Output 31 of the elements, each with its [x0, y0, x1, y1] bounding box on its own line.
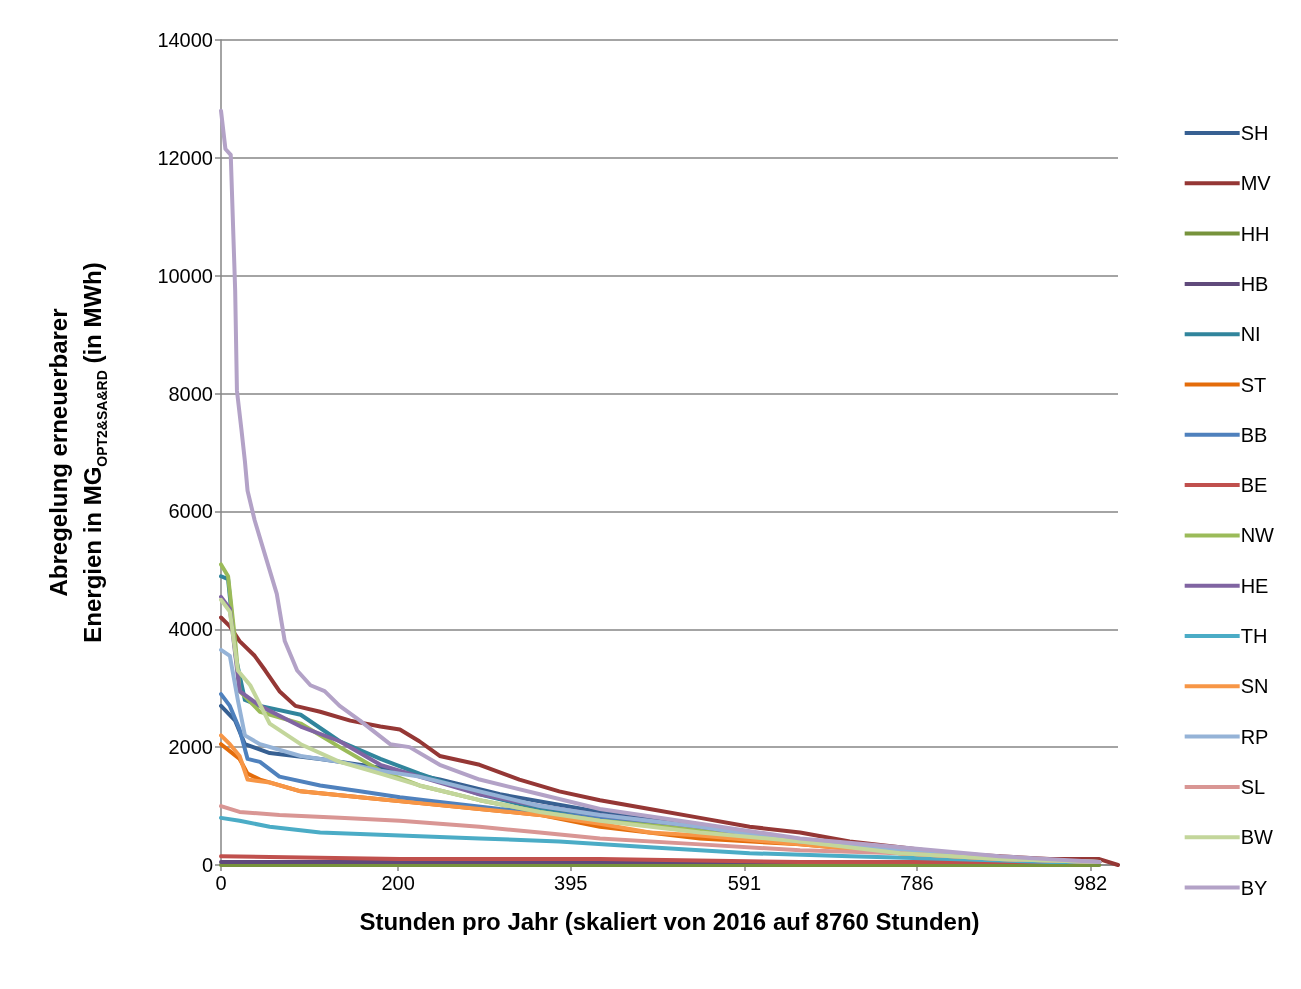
legend-label: BY: [1240, 876, 1268, 899]
legend-label: HH: [1240, 222, 1270, 245]
x-tick-label: 200: [381, 872, 415, 894]
x-axis-title: Stunden pro Jahr (skaliert von 2016 auf 8760 Stunden): [359, 907, 980, 935]
y-tick-label: 14000: [157, 29, 213, 51]
y-tick-label: 0: [201, 854, 213, 876]
x-tick-label: 982: [1073, 872, 1108, 894]
y-tick-label: 8000: [168, 382, 213, 405]
legend-label: HB: [1240, 272, 1269, 295]
legend-label: SN: [1240, 675, 1269, 698]
y-tick-label: 4000: [168, 618, 213, 641]
legend-label: MV: [1240, 172, 1272, 195]
x-tick-label: 591: [727, 872, 762, 894]
legend-label: SH: [1240, 122, 1269, 144]
x-tick-label: 0: [215, 872, 227, 894]
y-tick-label: 2000: [168, 736, 213, 759]
legend-label: TH: [1240, 625, 1268, 647]
legend-label: ST: [1240, 373, 1267, 396]
y-tick-label: 10000: [157, 264, 213, 287]
legend-label: BW: [1240, 826, 1274, 849]
legend-label: HE: [1240, 574, 1269, 597]
legend-label: NW: [1240, 524, 1275, 547]
x-tick-label: 786: [900, 872, 934, 894]
legend-label: BE: [1240, 474, 1268, 497]
x-tick-label: 395: [554, 872, 588, 894]
legend-label: RP: [1240, 725, 1269, 748]
legend-label: BB: [1240, 423, 1268, 446]
legend-label: NI: [1240, 323, 1261, 346]
y-tick-label: 6000: [168, 500, 213, 523]
y-tick-label: 12000: [157, 146, 213, 169]
legend-label: SL: [1240, 775, 1266, 798]
